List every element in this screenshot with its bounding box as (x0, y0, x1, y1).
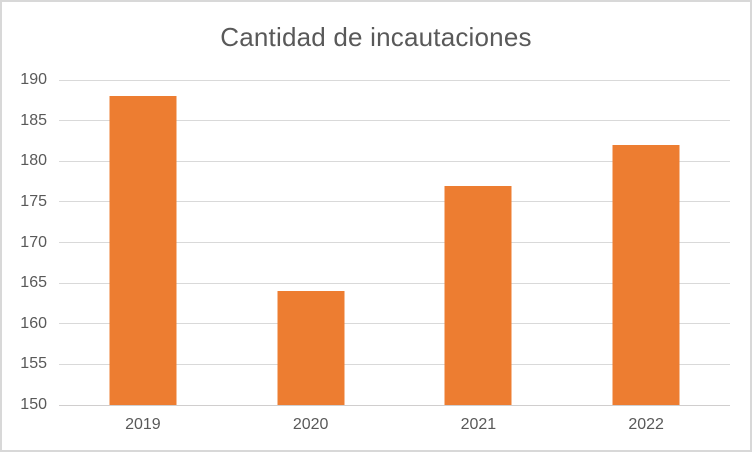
y-axis-tick-label: 170 (20, 233, 47, 251)
bars (59, 80, 730, 405)
gridline (59, 160, 730, 162)
x-axis-category-label: 2020 (292, 416, 329, 433)
y-axis-tick-label: 185 (20, 111, 47, 129)
y-axis-labels: 150 155 160 165 170 175 180 185 190 (2, 71, 47, 413)
x-axis-category-label: 2019 (125, 416, 161, 433)
y-axis-tick-label: 150 (20, 396, 47, 413)
x-axis-category-label: 2021 (460, 416, 497, 433)
x-axis-labels: 2019 2020 2021 2022 (59, 415, 730, 435)
gridline (59, 363, 730, 365)
plot-area (59, 79, 730, 406)
y-axis-tick-label: 160 (20, 314, 47, 332)
y-axis-tick-label: 165 (20, 274, 47, 292)
y-axis-tick-label: 175 (20, 192, 47, 210)
gridline (59, 201, 730, 203)
bar-2022 (612, 145, 680, 405)
gridline (59, 242, 730, 243)
bar-2020 (277, 291, 345, 405)
gridline (59, 79, 730, 81)
y-axis-tick-label: 155 (20, 355, 47, 373)
bar-2021 (444, 185, 512, 405)
y-axis-tick-label: 190 (20, 71, 47, 88)
chart-title: Cantidad de incautaciones (220, 22, 532, 52)
y-axis-tick-label: 180 (20, 152, 47, 170)
gridline (59, 323, 730, 325)
gridline (59, 282, 730, 284)
gridline (59, 120, 730, 122)
bar-2019 (109, 96, 177, 405)
x-axis-line (59, 404, 730, 406)
x-axis-category-label: 2022 (628, 416, 664, 433)
